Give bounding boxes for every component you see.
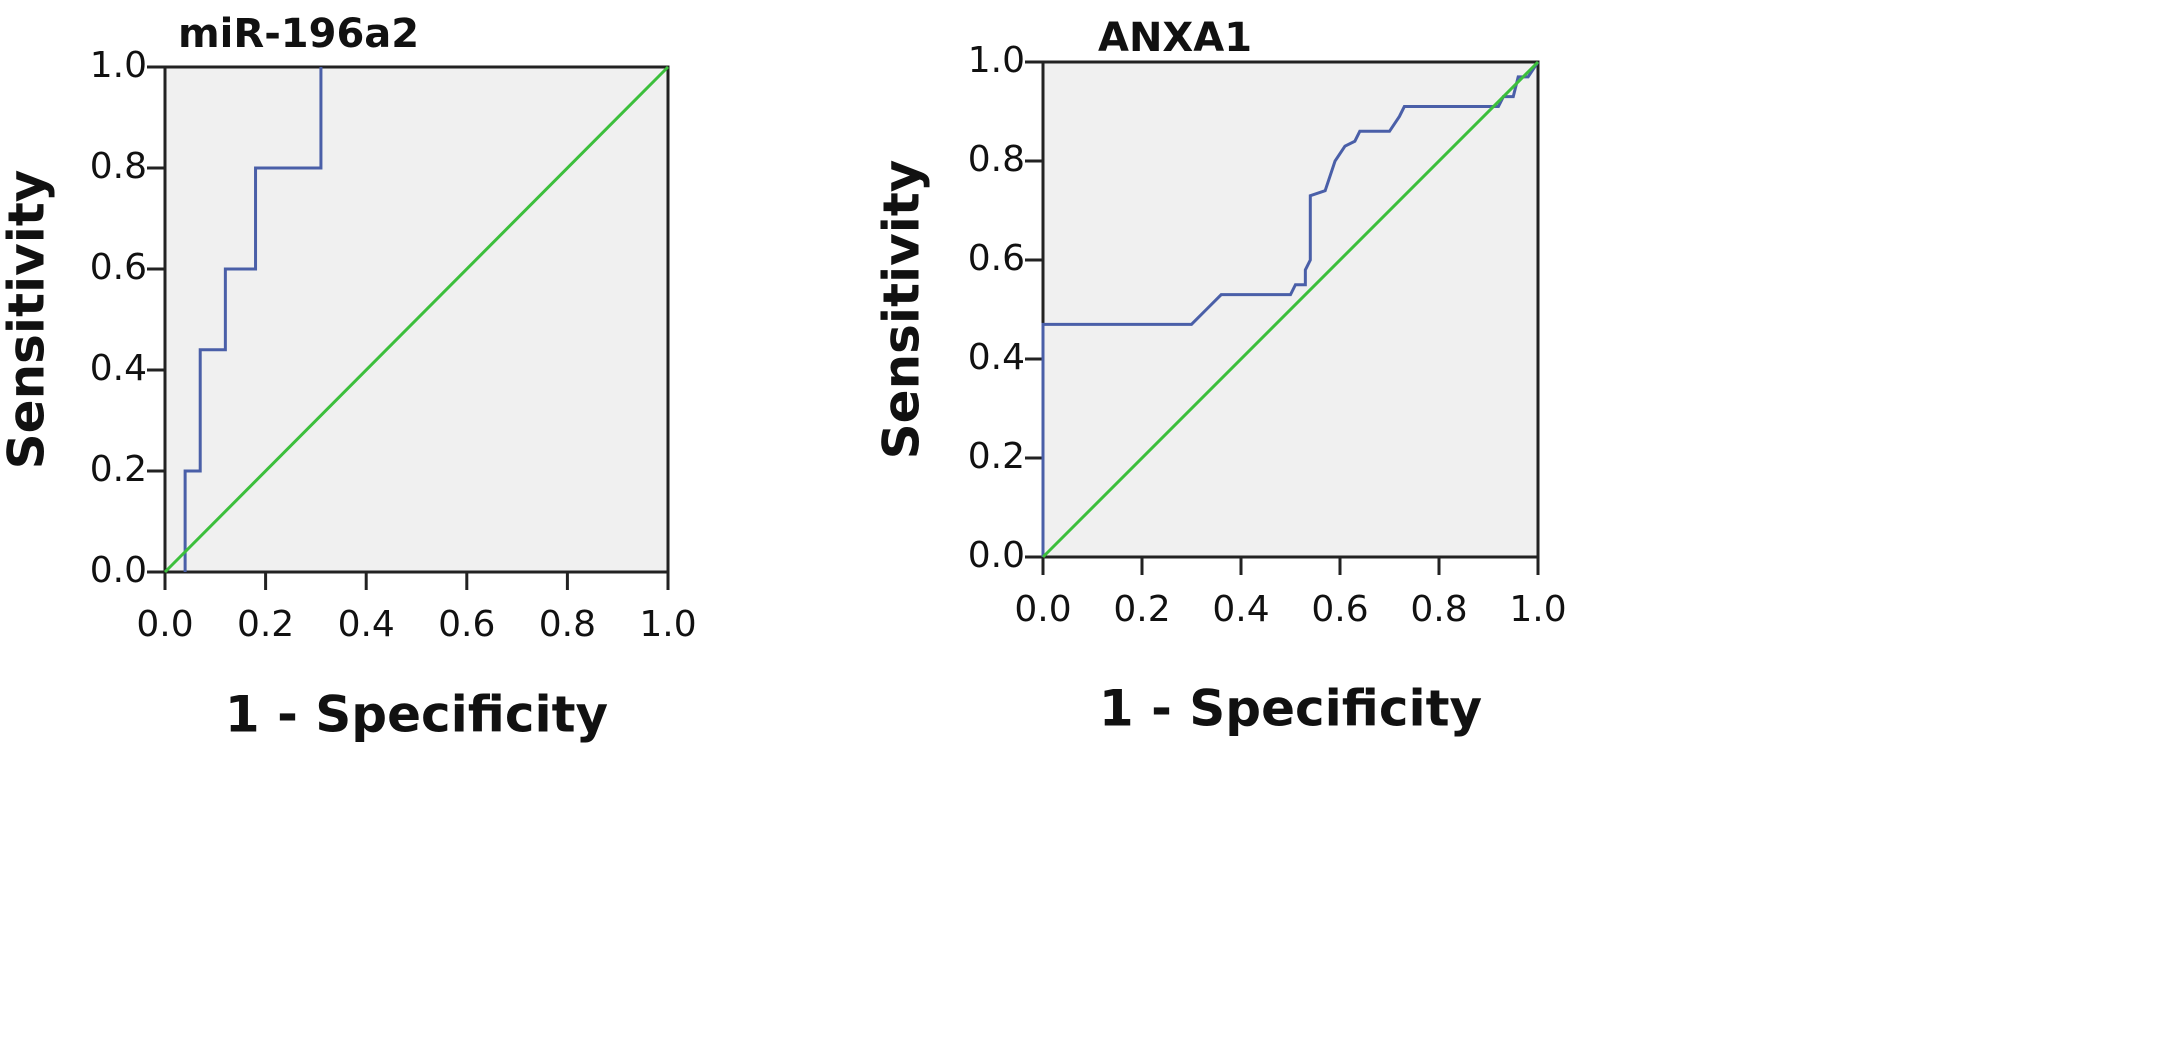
y-tick-label: 0.0 [968,535,1025,576]
x-tick-label: 0.4 [1212,589,1269,630]
chart-title: ANXA1 [1098,15,1252,61]
x-tick-label: 0.8 [1410,589,1467,630]
roc-line [163,65,670,574]
x-tick-label: 0.0 [1014,589,1071,630]
x-tick-label: 0.4 [338,604,395,645]
x-axis-label: 1 - Specificity [1099,680,1482,738]
x-axis-label: 1 - Specificity [225,686,608,744]
x-tick-label: 0.6 [1311,589,1368,630]
y-tick-label: 0.4 [90,348,147,389]
y-tick-label: 0.8 [968,139,1025,180]
y-tick-label: 0.8 [90,146,147,187]
x-tick-label: 0.2 [237,604,294,645]
x-tick-label: 0.0 [136,604,193,645]
y-axis-label: Sensitivity [873,160,931,460]
y-tick-label: 0.6 [90,247,147,288]
chart-title: miR-196a2 [178,11,419,57]
y-tick-label: 0.4 [968,337,1025,378]
x-tick-label: 1.0 [639,604,696,645]
y-tick-label: 0.0 [90,550,147,591]
y-tick-label: 1.0 [90,45,147,86]
roc-line [183,67,323,572]
roc-line [1041,60,1540,559]
x-tick-label: 0.8 [539,604,596,645]
y-tick-label: 0.2 [90,449,147,490]
x-tick-label: 0.6 [438,604,495,645]
y-tick-label: 0.2 [968,436,1025,477]
y-tick-label: 0.6 [968,238,1025,279]
x-tick-label: 0.2 [1113,589,1170,630]
y-tick-label: 1.0 [968,40,1025,81]
x-tick-label: 1.0 [1509,589,1566,630]
y-axis-label: Sensitivity [0,170,56,470]
